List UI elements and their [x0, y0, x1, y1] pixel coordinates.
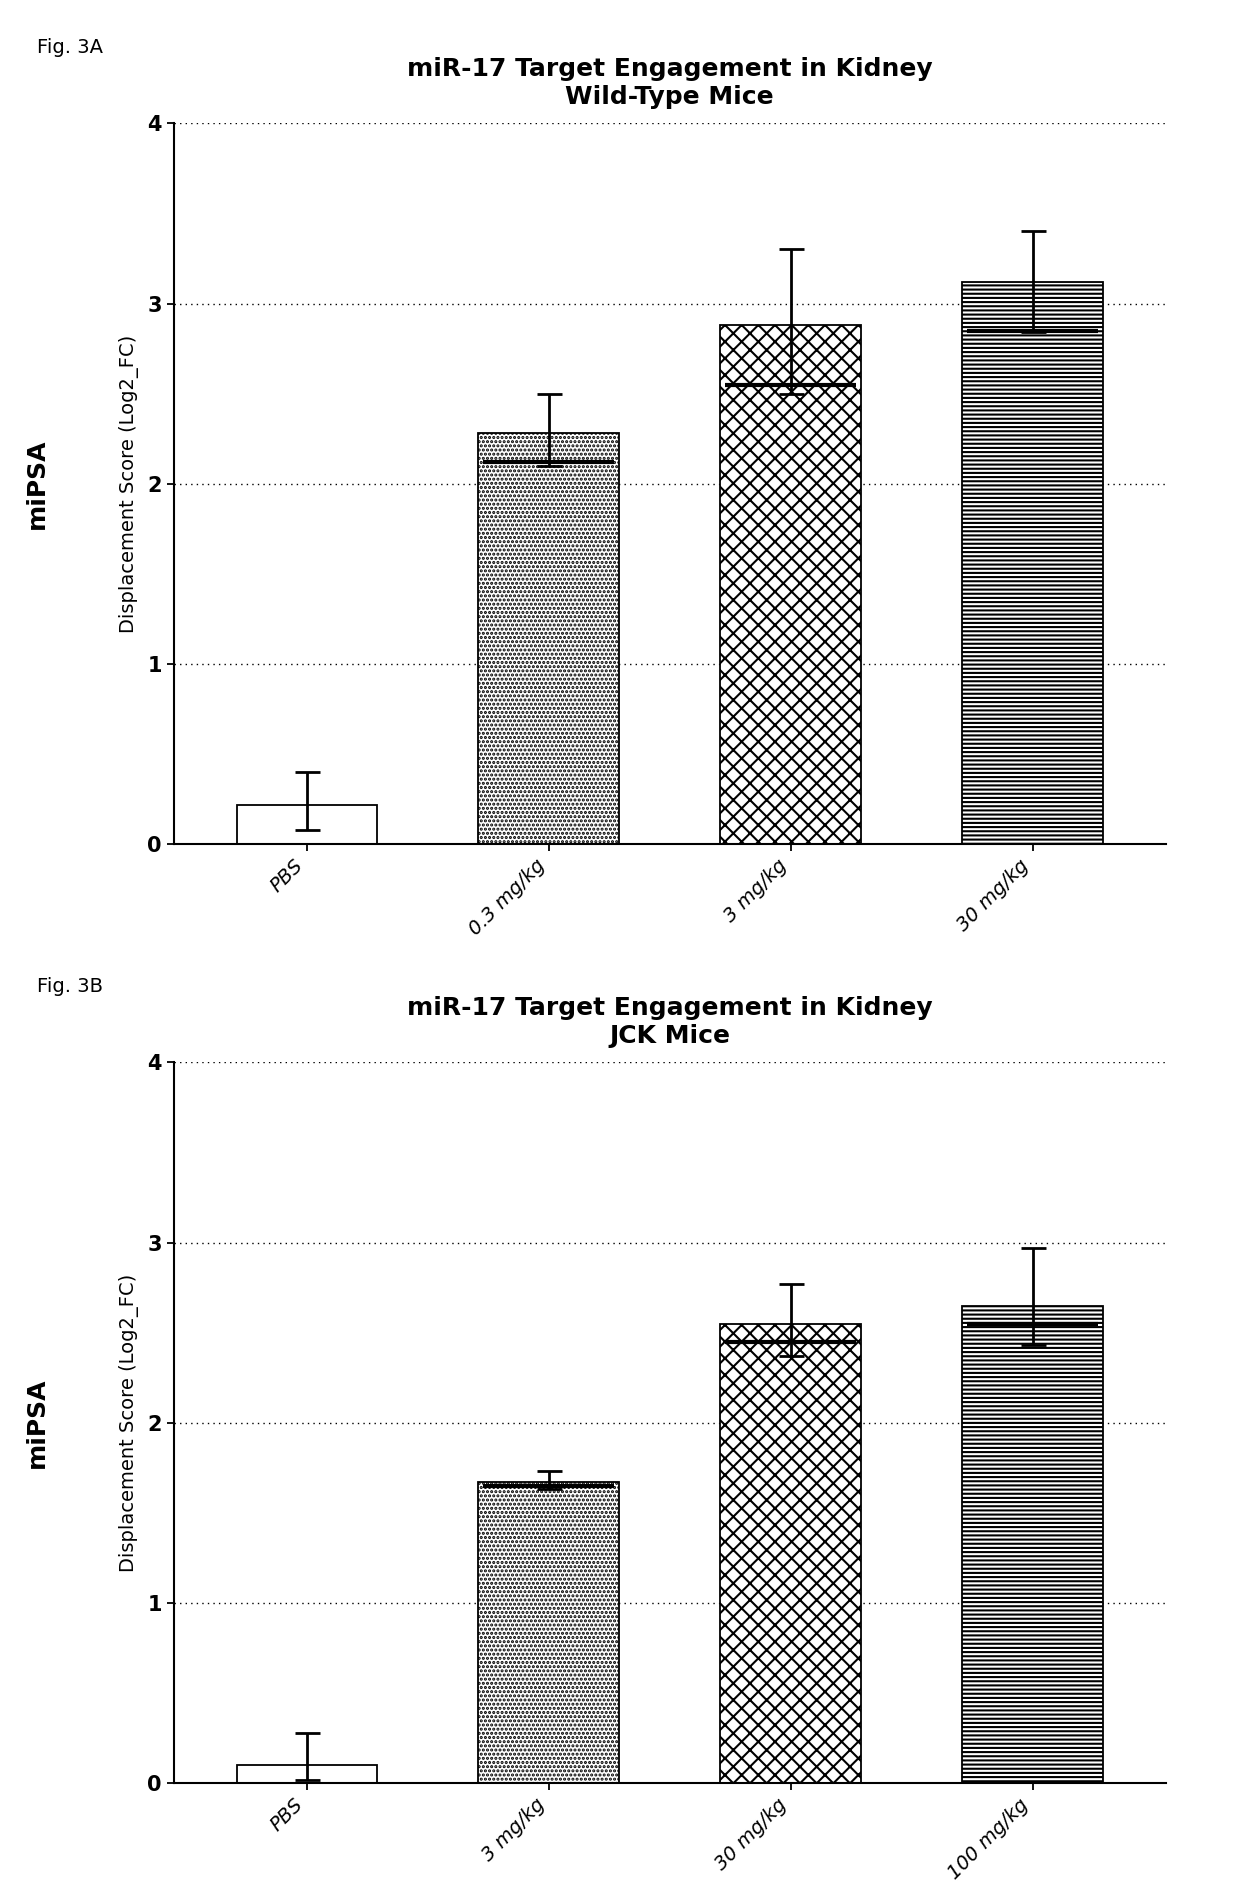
Bar — [479, 433, 619, 844]
Y-axis label: Displacement Score (Log2_FC): Displacement Score (Log2_FC) — [119, 334, 139, 634]
Bar — [237, 1764, 377, 1783]
Bar — [720, 1324, 861, 1783]
Bar — [962, 283, 1102, 844]
Text: miPSA: miPSA — [25, 438, 50, 529]
Text: miPSA: miPSA — [25, 1377, 50, 1468]
Bar — [720, 324, 861, 844]
Bar — [237, 804, 377, 844]
Text: Fig. 3A: Fig. 3A — [37, 38, 103, 57]
Text: Fig. 3B: Fig. 3B — [37, 977, 103, 996]
Bar — [962, 1305, 1102, 1783]
Bar — [479, 1482, 619, 1783]
Title: miR-17 Target Engagement in Kidney
JCK Mice: miR-17 Target Engagement in Kidney JCK M… — [407, 996, 932, 1047]
Title: miR-17 Target Engagement in Kidney
Wild-Type Mice: miR-17 Target Engagement in Kidney Wild-… — [407, 57, 932, 108]
Y-axis label: Displacement Score (Log2_FC): Displacement Score (Log2_FC) — [119, 1273, 139, 1573]
